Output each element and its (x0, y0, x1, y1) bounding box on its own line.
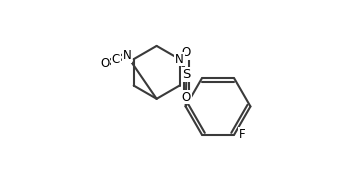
Text: N: N (122, 49, 131, 62)
Text: O: O (100, 57, 109, 70)
Text: F: F (239, 128, 245, 141)
Text: S: S (182, 68, 191, 81)
Text: O: O (182, 46, 191, 59)
Text: C: C (112, 53, 120, 66)
Text: N: N (175, 53, 184, 66)
Text: O: O (182, 91, 191, 104)
